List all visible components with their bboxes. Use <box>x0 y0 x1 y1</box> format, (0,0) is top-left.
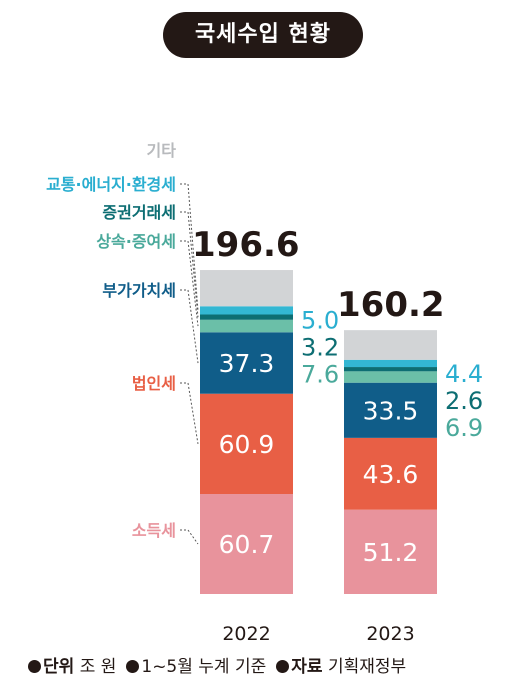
bar-segment <box>344 382 437 438</box>
leader-line <box>180 211 199 318</box>
total-label: 160.2 <box>337 285 445 325</box>
bar-segment <box>344 437 437 510</box>
series-label: 법인세 <box>132 374 176 393</box>
value-label: 7.6 <box>301 360 339 388</box>
bullet-icon <box>126 660 140 673</box>
bar-segment <box>200 270 293 307</box>
bar-segment <box>200 494 293 594</box>
bar-segment <box>344 367 437 372</box>
value-label: 2.6 <box>445 387 483 415</box>
leader-line <box>180 289 199 364</box>
unit-value: 조 원 <box>79 657 117 677</box>
leader-line <box>180 382 199 444</box>
source-value: 기획재정부 <box>327 657 407 677</box>
chart-footer: 단위 조 원 1~5월 누계 기준 자료 기획재정부 <box>28 652 406 677</box>
bar-segment <box>200 319 293 333</box>
series-label: 부가가치세 <box>102 281 176 300</box>
bar-segment <box>200 306 293 315</box>
x-tick-label: 2022 <box>222 623 270 645</box>
total-label: 196.6 <box>192 225 300 265</box>
series-label: 교통·에너지·환경세 <box>46 175 176 194</box>
value-label: 33.5 <box>363 396 419 425</box>
series-label: 소득세 <box>132 521 176 540</box>
value-label: 60.9 <box>219 430 275 459</box>
value-label: 4.4 <box>445 360 483 388</box>
unit-label: 단위 <box>43 657 75 677</box>
bar-segment <box>344 371 437 383</box>
value-label: 60.7 <box>219 530 275 559</box>
bar-segment <box>344 330 437 360</box>
bar-segment <box>200 314 293 320</box>
source-label: 자료 <box>291 657 323 677</box>
leader-line <box>180 529 199 545</box>
value-label: 51.2 <box>363 538 419 567</box>
value-label: 43.6 <box>363 460 419 489</box>
basis-note: 1~5월 누계 기준 <box>141 657 267 677</box>
series-label: 증권거래세 <box>102 203 176 222</box>
bar-segment <box>200 393 293 495</box>
leader-line <box>180 240 199 327</box>
leader-line <box>180 183 199 311</box>
x-tick-label: 2023 <box>366 623 414 645</box>
bar-segment <box>344 509 437 594</box>
series-label: 상속·증여세 <box>96 232 176 251</box>
series-label: 기타 <box>147 141 177 160</box>
bar-segment <box>200 332 293 394</box>
value-label: 6.9 <box>445 414 483 442</box>
value-label: 3.2 <box>301 333 339 361</box>
value-label: 37.3 <box>219 349 275 378</box>
bar-segment <box>344 359 437 368</box>
bullet-icon <box>276 660 290 673</box>
chart-title: 국세수입 현황 <box>163 12 363 58</box>
bullet-icon <box>28 660 41 673</box>
value-label: 5.0 <box>301 306 339 334</box>
